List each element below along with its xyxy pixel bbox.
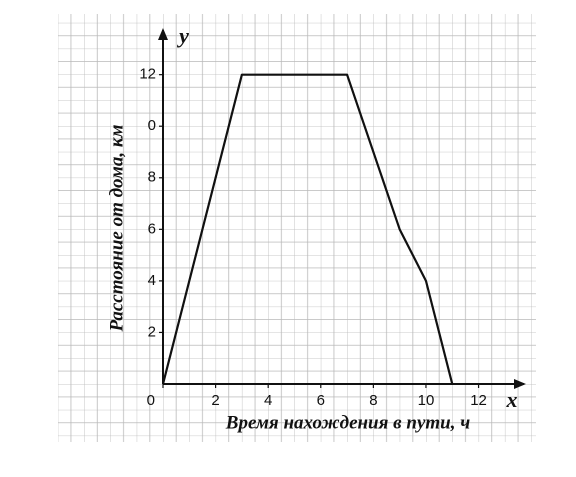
y-tick-label: 12 [139, 66, 156, 83]
x-tick-label: 4 [264, 392, 272, 409]
x-axis-label: Время нахождения в пути, ч [225, 412, 470, 433]
x-tick-label: 10 [418, 392, 435, 409]
data-line [161, 73, 454, 385]
x-tick-label: 2 [211, 392, 219, 409]
y-tick-label: 6 [148, 220, 156, 237]
y-tick-label: 0 [148, 117, 156, 134]
y-axis-name: y [176, 23, 189, 48]
y-tick-label: 4 [148, 272, 156, 289]
x-tick-label: 8 [369, 392, 377, 409]
x-axis-name: x [506, 387, 518, 412]
y-tick-label: 8 [148, 169, 156, 186]
y-tick-label: 2 [148, 323, 156, 340]
y-axis-label: Расстояние от дома, км [106, 124, 127, 332]
graph-paper [58, 14, 536, 442]
x-tick-label: 0 [147, 392, 155, 409]
x-tick-label: 12 [470, 392, 487, 409]
x-tick-label: 6 [317, 392, 325, 409]
